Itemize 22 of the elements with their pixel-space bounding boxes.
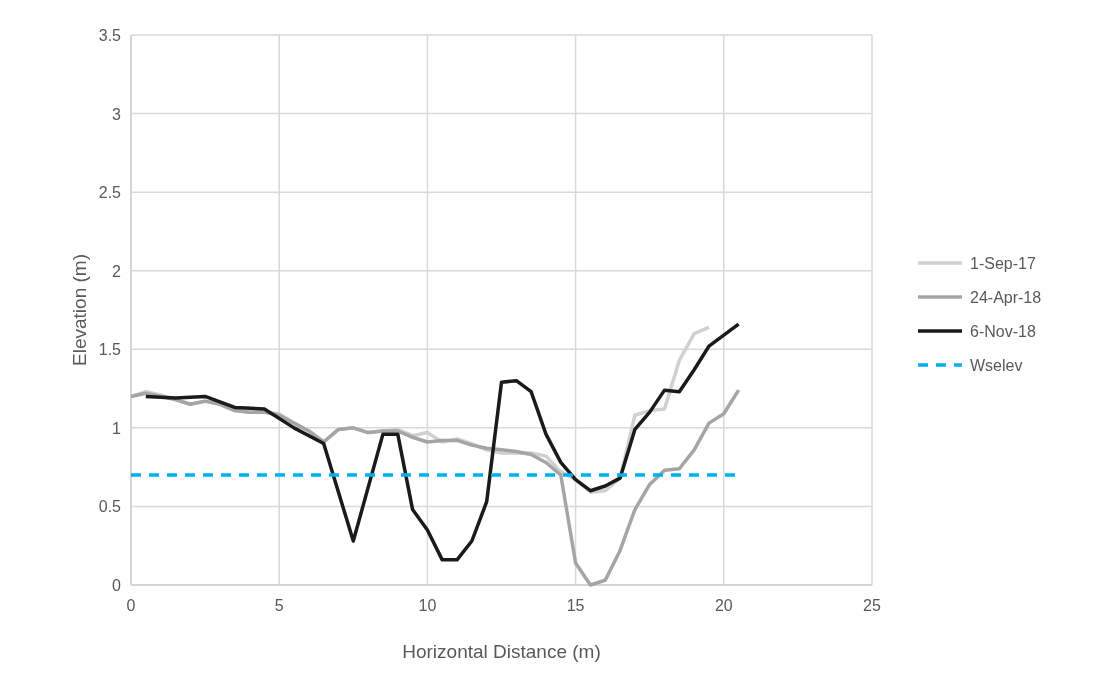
x-tick-label: 15 xyxy=(566,597,585,614)
line-series xyxy=(144,322,741,562)
line-series xyxy=(129,388,741,587)
y-tick-label: 0.5 xyxy=(98,498,122,516)
y-tick-label: 1 xyxy=(112,419,122,437)
y-tick-label: 1.5 xyxy=(98,341,122,359)
y-tick-label: 2.5 xyxy=(98,184,122,202)
y-axis-title: Elevation (m) xyxy=(69,254,90,366)
legend-label: 6-Nov-18 xyxy=(970,323,1036,340)
y-tick-label: 3 xyxy=(112,105,122,123)
legend-label: 24-Apr-18 xyxy=(970,289,1042,306)
y-tick-label: 2 xyxy=(112,262,122,280)
y-tick-label: 0 xyxy=(112,577,122,594)
legend-label: 1-Sep-17 xyxy=(970,255,1036,272)
x-axis-title: Horizontal Distance (m) xyxy=(402,641,601,662)
x-tick-label: 0 xyxy=(126,597,136,614)
legend-label: Wselev xyxy=(970,357,1023,374)
x-tick-label: 25 xyxy=(863,597,881,614)
x-tick-label: 10 xyxy=(418,597,437,614)
x-tick-label: 20 xyxy=(714,597,733,614)
y-tick-label: 3.5 xyxy=(98,27,122,44)
x-tick-label: 5 xyxy=(274,597,284,614)
